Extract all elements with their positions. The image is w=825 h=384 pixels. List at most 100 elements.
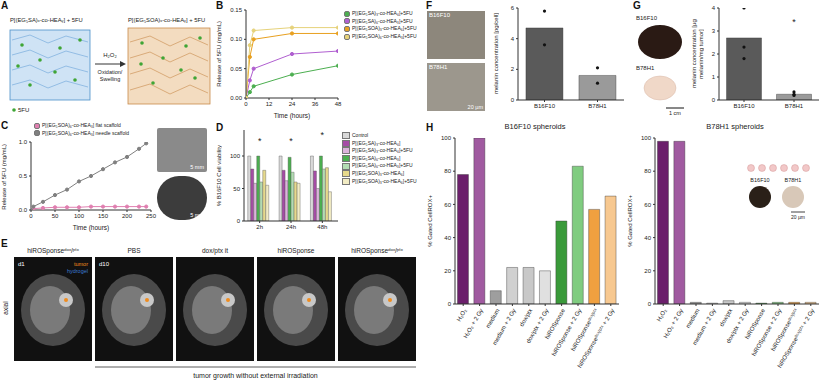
svg-text:4: 4 — [511, 36, 515, 42]
svg-text:d10: d10 — [99, 261, 110, 267]
svg-text:0.5: 0.5 — [19, 173, 28, 179]
svg-text:20 µm: 20 µm — [791, 214, 805, 220]
svg-text:50: 50 — [52, 213, 59, 219]
svg-text:H₂O₂: H₂O₂ — [656, 307, 668, 322]
svg-text:B78H1: B78H1 — [636, 65, 655, 71]
svg-text:B16F10: B16F10 — [636, 15, 658, 21]
svg-text:0: 0 — [511, 97, 515, 103]
svg-text:0: 0 — [448, 301, 452, 307]
svg-text:medium: medium — [685, 308, 701, 329]
svg-text:0: 0 — [712, 97, 716, 103]
svg-text:24h: 24h — [286, 224, 296, 230]
svg-text:hiROSponseᵈᵒˣ/ᵖᵗˣ: hiROSponseᵈᵒˣ/ᵖᵗˣ — [27, 247, 80, 255]
svg-text:Swelling: Swelling — [100, 76, 120, 82]
svg-text:4: 4 — [712, 5, 716, 11]
svg-text:2: 2 — [511, 66, 515, 72]
html-text:B16F10 spheroids: B16F10 spheroids — [504, 122, 566, 131]
svg-text:Time (hours): Time (hours) — [274, 112, 311, 120]
svg-text:48h: 48h — [317, 224, 327, 230]
svg-text:0: 0 — [237, 218, 241, 224]
svg-text:80: 80 — [444, 168, 451, 174]
svg-text:Time (hours): Time (hours) — [73, 224, 110, 232]
svg-text:*: * — [321, 130, 325, 140]
svg-text:2h: 2h — [256, 224, 263, 230]
svg-text:0.0: 0.0 — [19, 207, 28, 213]
svg-text:150: 150 — [98, 213, 109, 219]
svg-text:H₂O₂ + 2 Gy: H₂O₂ + 2 Gy — [462, 308, 484, 340]
svg-text:H₂O₂: H₂O₂ — [103, 52, 117, 58]
svg-text:dox/ptx + 2 Gy: dox/ptx + 2 Gy — [525, 307, 550, 345]
svg-text:60: 60 — [444, 202, 451, 208]
svg-text:hiROSponse + 2 Gy: hiROSponse + 2 Gy — [751, 308, 783, 357]
svg-text:36: 36 — [312, 101, 319, 107]
svg-text:6: 6 — [511, 5, 515, 11]
svg-text:0: 0 — [29, 213, 33, 219]
svg-text:20: 20 — [444, 268, 451, 274]
svg-text:B78H1: B78H1 — [785, 177, 802, 183]
svg-text:medium: medium — [485, 308, 501, 329]
svg-text:hiROSponseᵈᵒˣ/ᵖᵗˣ + 2 Gy: hiROSponseᵈᵒˣ/ᵖᵗˣ + 2 Gy — [577, 308, 616, 369]
svg-text:hiROSponseᵈᵒˣ/ᵖᵗˣ: hiROSponseᵈᵒˣ/ᵖᵗˣ — [351, 247, 404, 255]
svg-text:0.00: 0.00 — [230, 95, 242, 101]
svg-text:B16F10: B16F10 — [750, 177, 769, 183]
svg-text:1: 1 — [712, 74, 716, 80]
svg-text:12: 12 — [266, 101, 273, 107]
svg-text:50: 50 — [233, 186, 240, 192]
html-text:A: A — [1, 0, 9, 11]
svg-text:3: 3 — [712, 28, 716, 34]
svg-text:hiROSponseᵈᵒˣ/ᵖᵗˣ + 2 Gy: hiROSponseᵈᵒˣ/ᵖᵗˣ + 2 Gy — [777, 308, 816, 369]
svg-text:1.0: 1.0 — [19, 139, 28, 145]
svg-text:0.05: 0.05 — [230, 66, 242, 72]
svg-text:24: 24 — [289, 101, 296, 107]
html-text:B78H1 spheroids: B78H1 spheroids — [706, 122, 764, 131]
svg-text:48: 48 — [335, 101, 342, 107]
svg-text:P[(EG₅SA)ₓ-co-HEAᵧ] + 5FU: P[(EG₅SA)ₓ-co-HEAᵧ] + 5FU — [10, 17, 83, 23]
svg-text:20: 20 — [644, 268, 651, 274]
svg-text:B78H1: B78H1 — [588, 103, 607, 109]
svg-text:d1: d1 — [18, 261, 25, 267]
svg-text:100: 100 — [74, 213, 85, 219]
svg-text:100: 100 — [441, 135, 452, 141]
svg-text:H₂O₂: H₂O₂ — [456, 307, 468, 322]
svg-text:0.15: 0.15 — [230, 7, 242, 13]
svg-text:40: 40 — [444, 235, 451, 241]
svg-text:200: 200 — [122, 213, 133, 219]
svg-text:*: * — [289, 136, 293, 146]
svg-text:100: 100 — [230, 153, 241, 159]
svg-text:*: * — [258, 136, 262, 146]
svg-text:H₂O₂ + 2 Gy: H₂O₂ + 2 Gy — [662, 308, 684, 340]
svg-text:40: 40 — [644, 235, 651, 241]
svg-text:B78H1: B78H1 — [785, 103, 804, 109]
svg-text:dox/ptx: dox/ptx — [718, 308, 733, 328]
svg-text:dox/ptx it: dox/ptx it — [202, 247, 228, 255]
html-text:B: B — [216, 0, 224, 11]
svg-text:5FU: 5FU — [18, 107, 29, 113]
svg-text:PBS: PBS — [127, 247, 141, 254]
svg-text:dox/ptx + 2 Gy: dox/ptx + 2 Gy — [725, 307, 750, 345]
svg-text:hiROSponse + 2 Gy: hiROSponse + 2 Gy — [551, 308, 583, 357]
svg-text:250: 250 — [146, 213, 157, 219]
html-text:melanin concentration [µg mela: melanin concentration [µg melanin/mg tum… — [690, 19, 704, 89]
svg-text:B16F10: B16F10 — [733, 103, 755, 109]
svg-text:0.10: 0.10 — [230, 36, 242, 42]
svg-text:1 cm: 1 cm — [669, 110, 681, 116]
svg-text:medium + 2 Gy: medium + 2 Gy — [691, 308, 717, 346]
svg-text:Oxidation/: Oxidation/ — [98, 69, 123, 75]
svg-text:medium + 2 Gy: medium + 2 Gy — [491, 308, 517, 346]
svg-text:0: 0 — [648, 301, 652, 307]
svg-text:B16F10: B16F10 — [534, 103, 556, 109]
svg-text:100: 100 — [641, 135, 652, 141]
svg-text:tumor: tumor — [74, 261, 88, 267]
svg-text:tumor growth without external: tumor growth without external irradiatio… — [193, 372, 318, 380]
svg-text:0: 0 — [244, 101, 248, 107]
html-text:C: C — [1, 120, 9, 131]
svg-text:axial: axial — [2, 301, 9, 315]
svg-text:dox/ptx: dox/ptx — [518, 308, 533, 328]
svg-text:*: * — [792, 17, 796, 27]
svg-text:60: 60 — [644, 202, 651, 208]
svg-text:P[(EG₅SOA)ₓ-co-HEAᵧ] + 5FU: P[(EG₅SOA)ₓ-co-HEAᵧ] + 5FU — [128, 17, 205, 23]
svg-text:2: 2 — [712, 51, 716, 57]
svg-text:hiROSponse: hiROSponse — [278, 247, 315, 255]
svg-text:hydrogel: hydrogel — [67, 268, 88, 274]
svg-text:80: 80 — [644, 168, 651, 174]
